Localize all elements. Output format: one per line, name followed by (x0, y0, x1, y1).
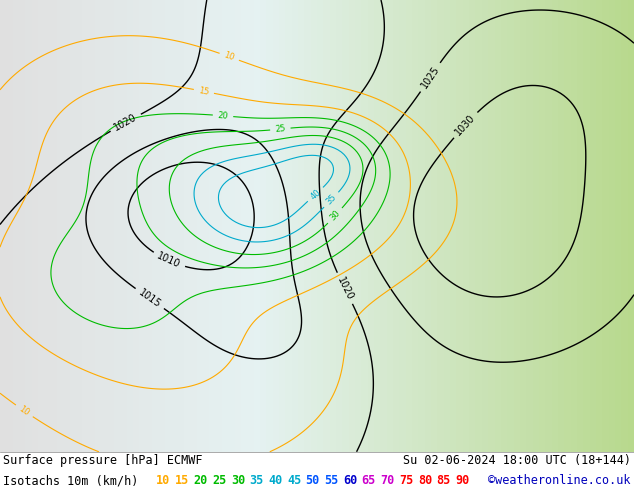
Text: ©weatheronline.co.uk: ©weatheronline.co.uk (488, 474, 631, 488)
Text: 25: 25 (212, 474, 226, 488)
Text: 10: 10 (156, 474, 170, 488)
Text: 55: 55 (324, 474, 339, 488)
Text: 40: 40 (268, 474, 282, 488)
Text: 10: 10 (17, 404, 31, 417)
Text: Isotachs 10m (km/h): Isotachs 10m (km/h) (3, 474, 139, 488)
Text: 60: 60 (343, 474, 357, 488)
Text: 75: 75 (399, 474, 413, 488)
Text: 1015: 1015 (137, 288, 163, 310)
Text: 1030: 1030 (453, 113, 477, 137)
Text: 80: 80 (418, 474, 432, 488)
Text: 50: 50 (306, 474, 320, 488)
Text: 85: 85 (436, 474, 451, 488)
Text: 20: 20 (193, 474, 207, 488)
Text: 35: 35 (325, 193, 339, 207)
Text: 90: 90 (455, 474, 469, 488)
Text: 1025: 1025 (419, 64, 441, 90)
Text: 35: 35 (249, 474, 264, 488)
Text: 25: 25 (275, 124, 286, 134)
Text: 1020: 1020 (335, 275, 354, 301)
Text: 10: 10 (223, 51, 236, 63)
Text: 40: 40 (309, 188, 322, 201)
Text: 20: 20 (217, 111, 229, 121)
Text: 1020: 1020 (112, 112, 139, 133)
Text: 30: 30 (328, 209, 342, 222)
Text: 65: 65 (361, 474, 376, 488)
Text: Su 02-06-2024 18:00 UTC (18+144): Su 02-06-2024 18:00 UTC (18+144) (403, 454, 631, 467)
Text: 45: 45 (287, 474, 301, 488)
Text: 30: 30 (231, 474, 245, 488)
Text: 70: 70 (380, 474, 394, 488)
Text: Surface pressure [hPa] ECMWF: Surface pressure [hPa] ECMWF (3, 454, 203, 467)
Text: 1010: 1010 (155, 251, 182, 270)
Text: 15: 15 (198, 86, 210, 97)
Text: 15: 15 (174, 474, 189, 488)
